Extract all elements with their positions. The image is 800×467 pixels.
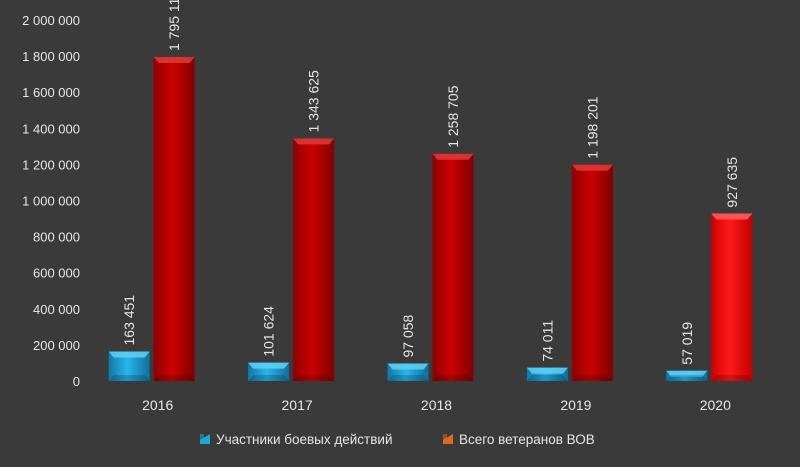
x-tick-label-2017: 2017 bbox=[282, 397, 313, 413]
data-label: 1 258 705 bbox=[445, 85, 461, 147]
bar-bevel-bottom bbox=[108, 375, 150, 381]
bar-bevel-top bbox=[571, 164, 613, 171]
bar-bevel-top bbox=[108, 351, 150, 358]
bars: 163 451 1 795 114 101 624 1 343 625 97 058 1 … bbox=[108, 0, 753, 381]
legend-label-combat-participants: Участники боевых действий bbox=[216, 432, 392, 447]
y-tick-label: 200 000 bbox=[33, 338, 80, 353]
data-label: 101 624 bbox=[261, 306, 277, 357]
y-tick-label: 1 400 000 bbox=[22, 121, 80, 136]
data-label: 74 011 bbox=[539, 320, 555, 362]
bar-bevel-bottom bbox=[248, 375, 290, 381]
bar-bevel-top bbox=[432, 153, 474, 160]
data-label: 1 795 114 bbox=[166, 0, 182, 51]
bar-bevel-bottom bbox=[432, 375, 474, 381]
bar-wwii-veterans-2020 bbox=[711, 213, 753, 381]
bar-bevel-bottom bbox=[571, 375, 613, 381]
legend-label-wwii-veterans: Всего ветеранов ВОВ bbox=[459, 432, 595, 447]
y-tick-label: 1 200 000 bbox=[22, 157, 80, 172]
legend-swatch-shade bbox=[200, 434, 204, 440]
y-tick-label: 0 bbox=[73, 374, 80, 389]
bar-bevel-bottom bbox=[153, 375, 195, 381]
data-label: 97 058 bbox=[400, 314, 416, 357]
x-tick-label-2018: 2018 bbox=[421, 397, 452, 413]
bar-bevel-bottom bbox=[526, 375, 568, 381]
bar-bevel-top bbox=[711, 213, 753, 220]
legend: Участники боевых действий Всего ветеранов… bbox=[200, 432, 595, 447]
y-tick-label: 1 600 000 bbox=[22, 85, 80, 100]
data-label: 163 451 bbox=[121, 295, 137, 346]
data-label: 1 198 201 bbox=[584, 96, 600, 158]
bar-wwii-veterans-2018 bbox=[432, 153, 474, 381]
legend-swatch-shade bbox=[443, 434, 447, 440]
y-tick-label: 2 000 000 bbox=[22, 13, 80, 28]
x-tick-label-2019: 2019 bbox=[560, 397, 591, 413]
bar-bevel-top bbox=[666, 370, 708, 377]
bar-bevel-top bbox=[526, 367, 568, 374]
data-label: 927 635 bbox=[724, 157, 740, 208]
legend-swatch-wwii-veterans bbox=[443, 434, 453, 444]
bar-bevel-bottom bbox=[293, 375, 335, 381]
x-tick-label-2016: 2016 bbox=[142, 397, 173, 413]
y-tick-label: 400 000 bbox=[33, 302, 80, 317]
bar-bevel-top bbox=[387, 363, 429, 370]
bar-bevel-top bbox=[248, 362, 290, 369]
bar-bevel-bottom bbox=[711, 375, 753, 381]
y-tick-label: 1 800 000 bbox=[22, 49, 80, 64]
x-axis: 2016 2017 2018 2019 2020 bbox=[142, 397, 731, 413]
y-tick-label: 1 000 000 bbox=[22, 194, 80, 209]
data-label: 57 019 bbox=[679, 322, 695, 365]
bar-bevel-top bbox=[153, 56, 195, 63]
bar-bevel-bottom bbox=[387, 375, 429, 381]
data-label: 1 343 625 bbox=[306, 70, 322, 132]
bar-bevel-bottom bbox=[666, 375, 708, 381]
y-axis: 0 200 000 400 000 600 000 800 000 1 000 000 1 … bbox=[22, 13, 80, 389]
bar-bevel-top bbox=[293, 138, 335, 145]
x-tick-label-2020: 2020 bbox=[700, 397, 731, 413]
legend-swatch-combat-participants bbox=[200, 434, 210, 444]
bar-wwii-veterans-2019 bbox=[571, 164, 613, 381]
bar-wwii-veterans-2017 bbox=[293, 138, 335, 381]
bar-wwii-veterans-2016 bbox=[153, 56, 195, 381]
y-tick-label: 800 000 bbox=[33, 230, 80, 245]
y-tick-label: 600 000 bbox=[33, 266, 80, 281]
